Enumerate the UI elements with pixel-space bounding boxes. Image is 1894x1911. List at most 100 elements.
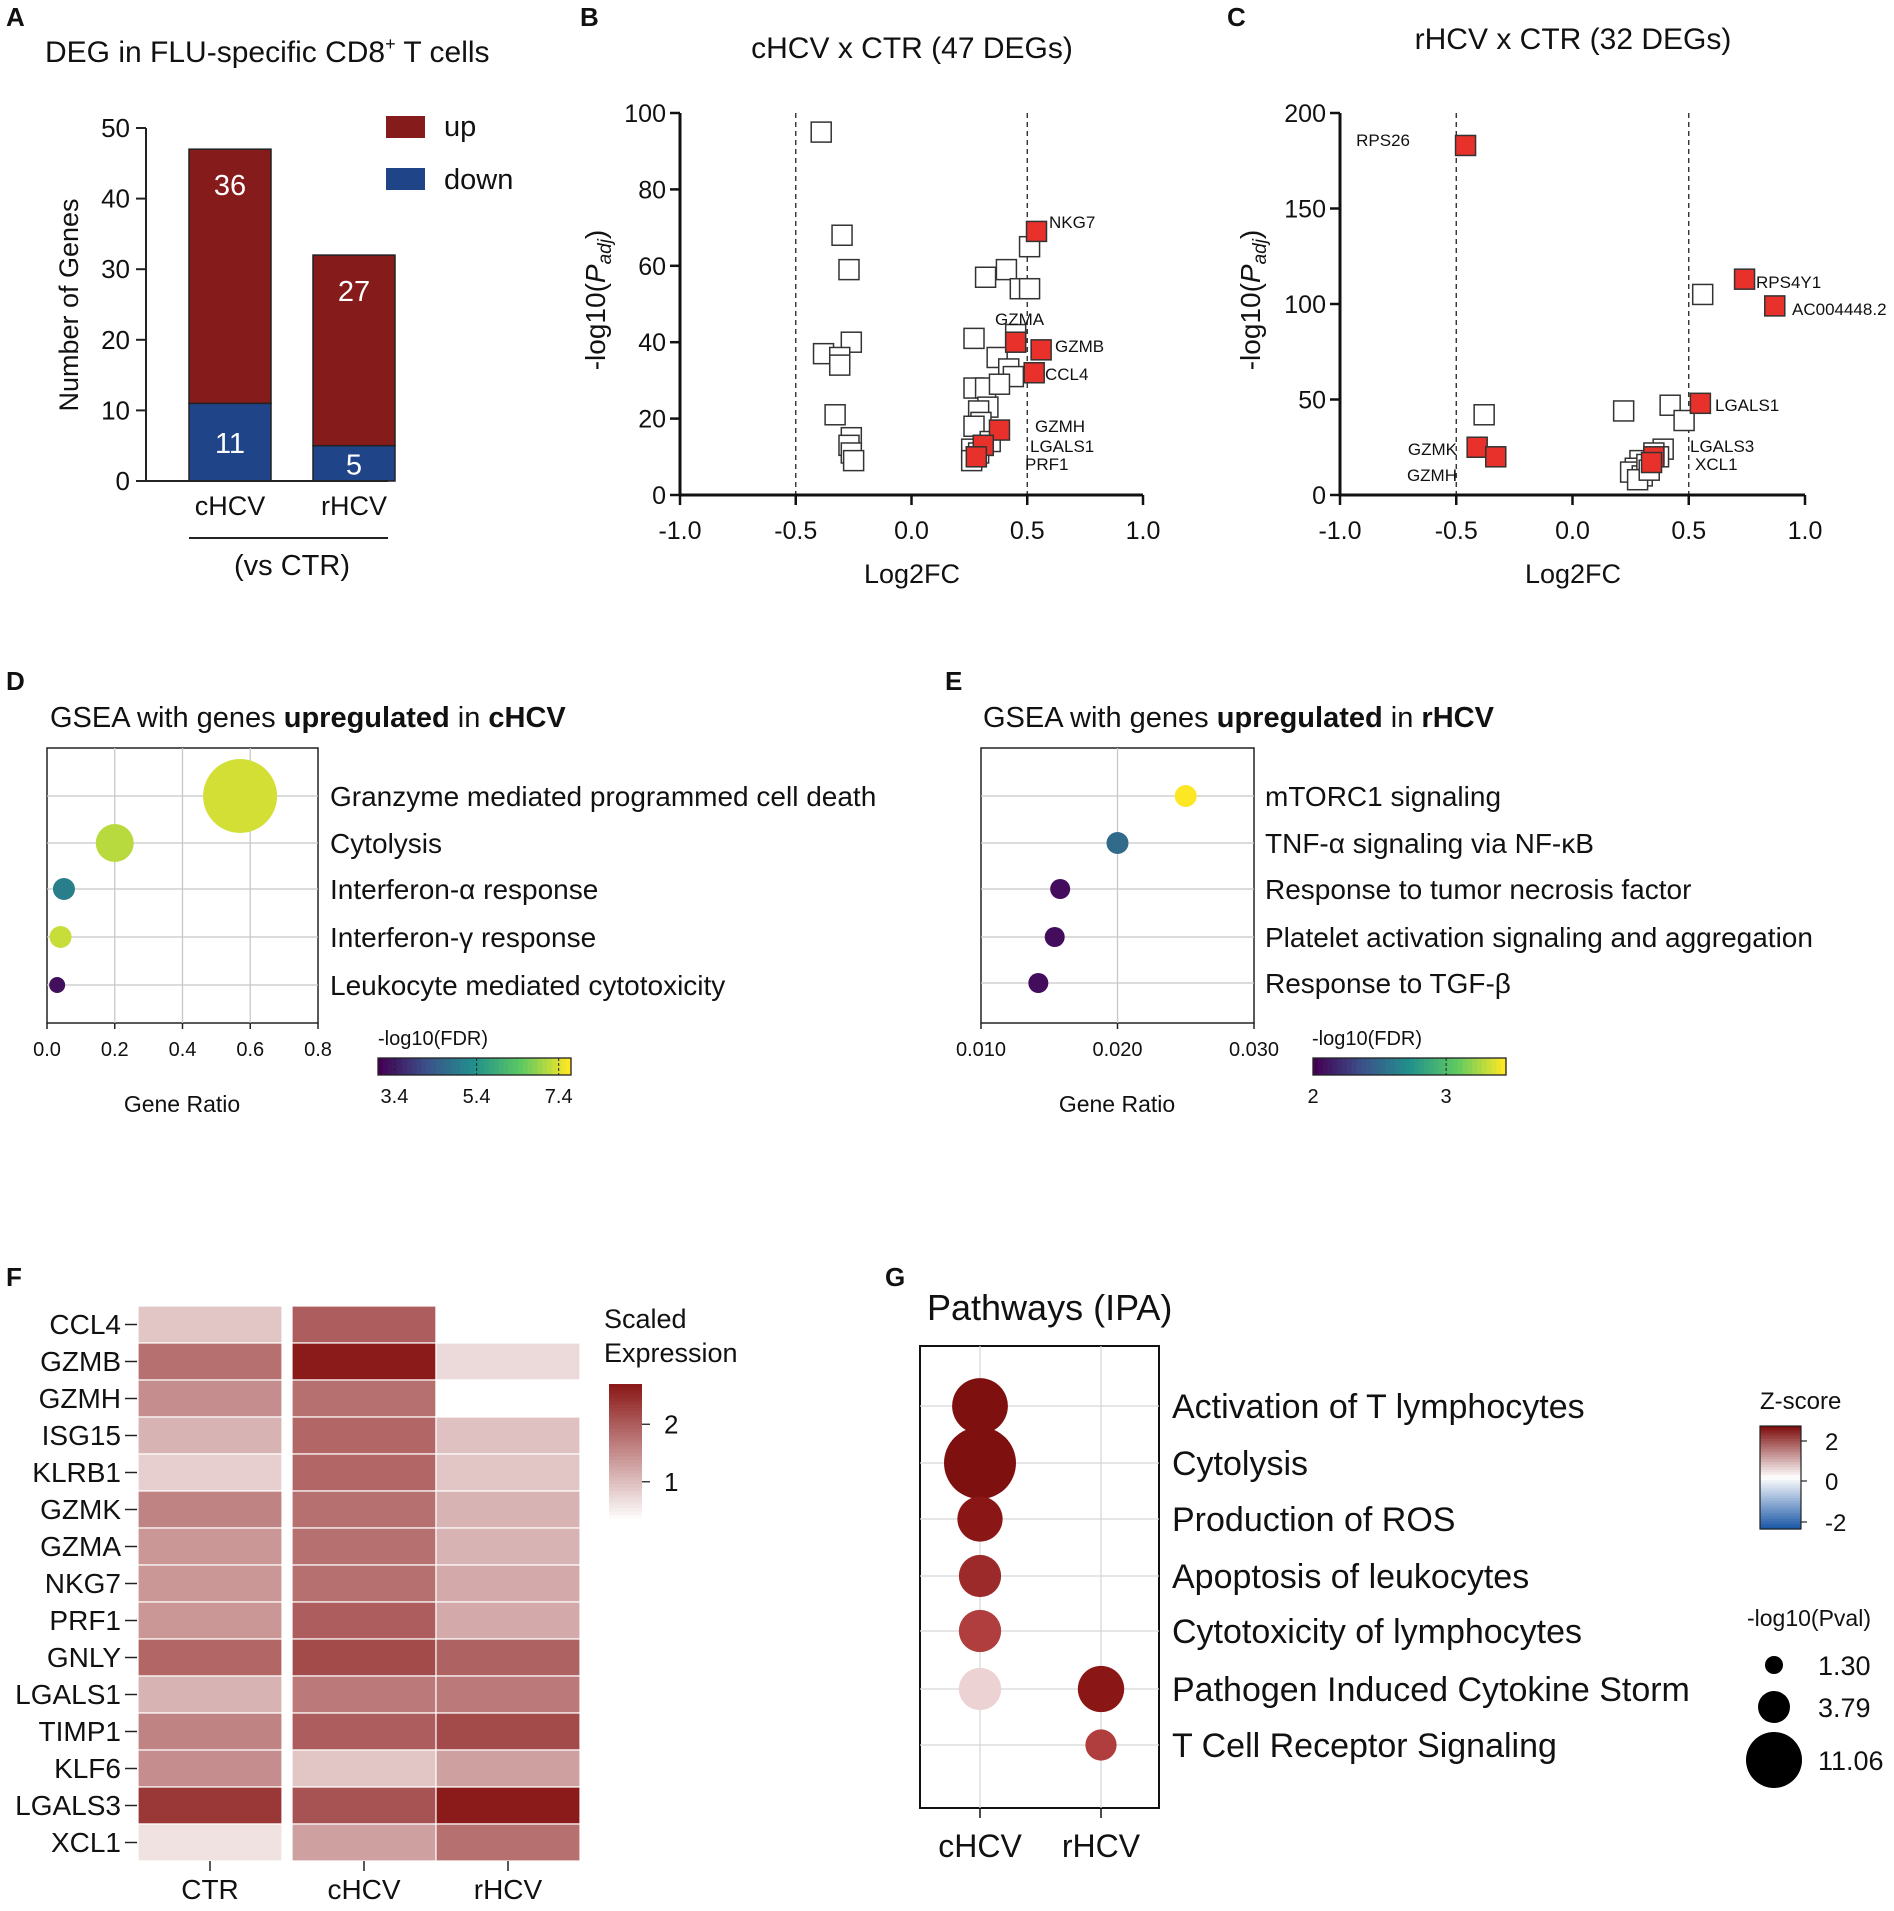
ipa-bubble [958, 1667, 1002, 1711]
panel-d-colorbar-step [402, 1058, 408, 1075]
panel-b-xtick-label: -0.5 [774, 517, 817, 545]
ipa-bubble [958, 1554, 1002, 1598]
heatmap-cell [137, 1379, 283, 1418]
panel-c-gene-label-gzmk: GZMK [1408, 440, 1458, 459]
panel-e-bubble [1106, 832, 1129, 854]
panel-a-ytick-label: 10 [101, 395, 130, 425]
heatmap-cell [435, 1490, 581, 1529]
heatmap-cell [291, 1749, 437, 1788]
panel-c-highlight-lgals1 [1689, 392, 1712, 415]
panel-c-ytick-label: 200 [1284, 100, 1326, 128]
panel-c-highlight-rps4y1 [1733, 268, 1756, 290]
heatmap-colorbar-step [609, 1463, 642, 1468]
panel-e-colorbar-step [1322, 1058, 1329, 1075]
panel-d-bubble [52, 878, 75, 900]
panel-d-title: GSEA with genes upregulated in cHCV [50, 702, 566, 734]
ipa-zbar-step [1760, 1487, 1801, 1491]
panel-a-y-ticks: 0 10 20 30 40 50 [101, 113, 146, 496]
panel-a-ytick-label: 50 [101, 113, 130, 143]
panel-c-xtick-label: -0.5 [1435, 517, 1478, 545]
heatmap-row-label: GZMK [40, 1494, 121, 1525]
panel-d-bubble [95, 824, 134, 862]
heatmap-colorbar-step [609, 1494, 642, 1499]
panel-a: A DEG in FLU-specific CD8+ T cells Numbe… [6, 2, 513, 582]
heatmap-cell [137, 1490, 283, 1529]
panel-e-colorbar-step [1486, 1058, 1493, 1075]
ipa-zbar-step [1760, 1495, 1801, 1499]
panel-e-colorbar-step [1375, 1058, 1382, 1075]
panel-d-colorbar-step [435, 1058, 442, 1075]
panel-b-xtick-label: 0.0 [894, 517, 929, 545]
heatmap-colorbar-step [609, 1497, 642, 1502]
heatmap-colorbar-step [609, 1439, 642, 1444]
ipa-size-legend-circle [1765, 1656, 1783, 1674]
panel-f-heatmap: CCL4 GZMB GZMH ISG15 KLRB1 GZMK GZMA NKG7 PRF1 GN… [15, 1305, 581, 1905]
panel-e-plot: 0.010 0.020 0.030 mTORC1 signaling TNF-α sig… [956, 747, 1813, 1061]
bar-down-rhcv [312, 444, 396, 482]
ipa-pathway-label: Activation of T lymphocytes [1172, 1388, 1585, 1426]
heatmap-colorbar-step [609, 1387, 642, 1392]
heatmap-colorbar-step [609, 1428, 642, 1433]
heatmap-colorbar-step [609, 1511, 642, 1516]
ipa-pathway-label: Apoptosis of leukocytes [1172, 1558, 1529, 1596]
heatmap-cell [291, 1527, 437, 1566]
panel-d-colorbar-step [464, 1058, 471, 1075]
panel-f-legend-title-2: Expression [604, 1338, 738, 1368]
ipa-zbar-label: 2 [1825, 1429, 1838, 1456]
ipa-zbar-step [1760, 1462, 1801, 1466]
panel-b-point [810, 121, 832, 143]
heatmap-row-label: GZMH [39, 1383, 121, 1414]
heatmap-row-label: ISG15 [42, 1420, 121, 1451]
panel-b-point [1018, 277, 1041, 300]
heatmap-colorbar-step [609, 1384, 642, 1389]
panel-b-point [831, 224, 853, 246]
panel-d-bubble [49, 977, 66, 993]
panel-e-colorbar-step [1433, 1058, 1440, 1075]
panel-d-colorbar-step [378, 1058, 384, 1075]
panel-c-gene-label-gzmh: GZMH [1407, 466, 1457, 485]
panel-e-colorbar-step [1356, 1058, 1362, 1075]
panel-d-term-label: Interferon-α response [330, 874, 598, 905]
panel-e-colorbar-step [1452, 1058, 1459, 1075]
heatmap-colorbar-step [609, 1480, 642, 1485]
panel-b-gene-label-nkg7: NKG7 [1049, 213, 1095, 232]
heatmap-colorbar-step [609, 1449, 642, 1454]
heatmap-colorbar-step [609, 1411, 642, 1416]
panel-b-xlabel: Log2FC [864, 559, 960, 589]
panel-d-xtick-label: 0.8 [304, 1039, 332, 1061]
heatmap-cell [137, 1786, 283, 1825]
panel-d-colorbar-step [537, 1058, 543, 1075]
panel-c-ytick-label: 150 [1284, 196, 1326, 224]
heatmap-cell [137, 1527, 283, 1566]
panel-b-point [988, 373, 1011, 395]
heatmap-colorbar-step [609, 1446, 642, 1451]
heatmap-cell [435, 1601, 581, 1640]
panel-c-title: rHCV x CTR (32 DEGs) [1415, 23, 1732, 56]
ipa-pathway-label: Production of ROS [1172, 1501, 1455, 1539]
heatmap-colorbar-step [609, 1442, 642, 1447]
panel-e-colorbar-step [1414, 1058, 1420, 1075]
panel-e-colorbar-step [1361, 1058, 1367, 1075]
panel-a-ytick-label: 30 [101, 254, 130, 284]
panel-a-bars: 11 36 5 27 [188, 148, 396, 482]
panel-d-colorbar-step [460, 1058, 466, 1075]
panel-e-title: GSEA with genes upregulated in rHCV [983, 702, 1495, 734]
heatmap-cell [137, 1416, 283, 1455]
heatmap-colorbar-step [609, 1515, 642, 1520]
heatmap-colorbar-step [609, 1466, 642, 1471]
ipa-zbar-step [1760, 1516, 1801, 1520]
panel-c-point [1473, 404, 1495, 426]
panel-d-colorbar-step [503, 1058, 509, 1075]
heatmap-cell [291, 1712, 437, 1751]
panel-letter-d: D [6, 666, 25, 696]
panel-b-highlight-nkg7 [1025, 220, 1048, 243]
panel-g-plot: Activation of T lymphocytes Cytolysis Prod… [919, 1345, 1690, 1864]
panel-e-colorbar-step [1370, 1058, 1377, 1075]
panel-e-term-label: mTORC1 signaling [1265, 781, 1501, 812]
panel-e-colorbar-frame [1312, 1057, 1507, 1076]
heatmap-row-label: NKG7 [45, 1568, 121, 1599]
heatmap-cell [291, 1416, 437, 1455]
ipa-zbar-step [1760, 1464, 1801, 1468]
heatmap-cell [291, 1675, 437, 1714]
ipa-bubble [1077, 1665, 1125, 1713]
